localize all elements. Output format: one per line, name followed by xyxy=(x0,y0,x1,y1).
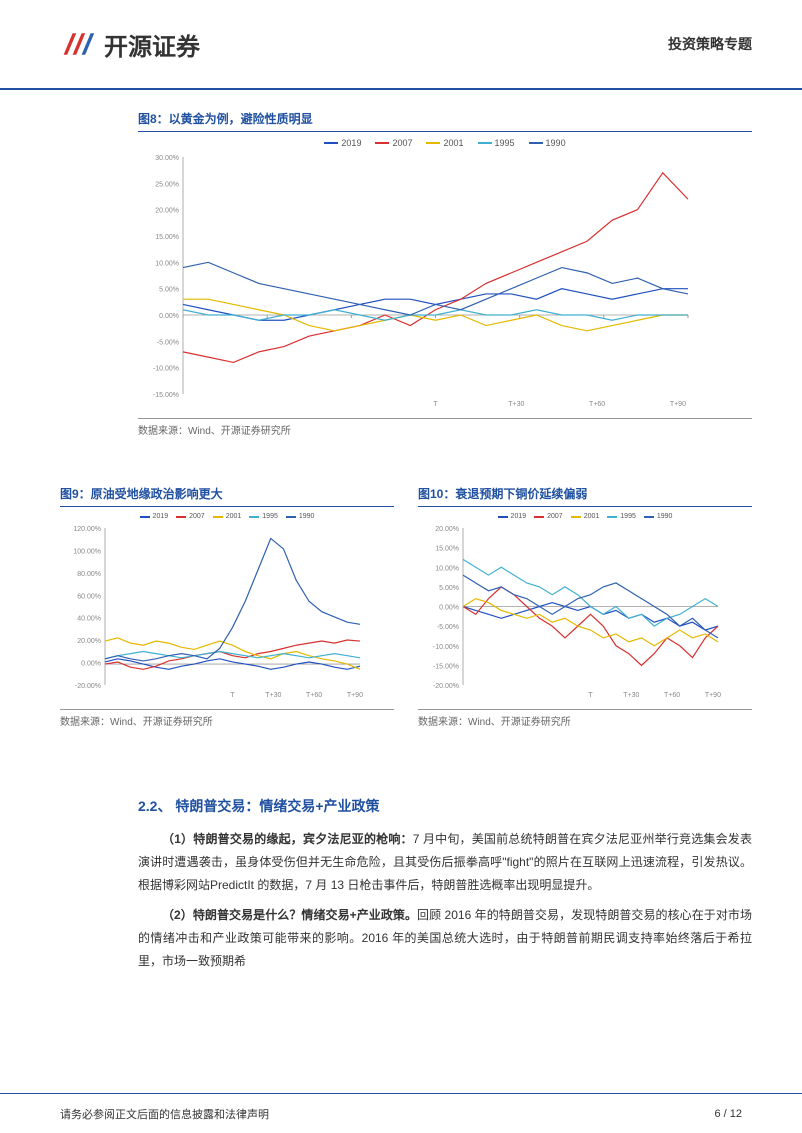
page-header: 开源证券 投资策略专题 xyxy=(0,0,802,90)
figure9-source: 数据来源：Wind、开源证券研究所 xyxy=(60,709,394,728)
figure10-legend: 2019 2007 2001 1995 1990 xyxy=(418,513,752,520)
figure9-chart: -20.00% 0.00% 20.00% 40.00% 60.00% 80.00% 100.… xyxy=(60,523,394,703)
svg-text:0.00%: 0.00% xyxy=(81,661,101,668)
legend-item: 1990 xyxy=(529,138,566,148)
legend-item: 2007 xyxy=(534,513,563,520)
legend-item: 2019 xyxy=(324,138,361,148)
figure9-title: 图9：原油受地缘政治影响更大 xyxy=(60,485,394,507)
figure10-source: 数据来源：Wind、开源证券研究所 xyxy=(418,709,752,728)
svg-text:15.00%: 15.00% xyxy=(435,546,459,553)
svg-text:T+60: T+60 xyxy=(664,692,680,699)
svg-text:T+90: T+90 xyxy=(670,401,686,408)
figure8-chart: -15.00% -10.00% -5.00% 0.00% 5.00% 10.00% 15.0… xyxy=(138,152,752,412)
body-paragraph: （2）特朗普交易是什么？情绪交易+产业政策。回顾 2016 年的特朗普交易，发现… xyxy=(138,904,752,972)
svg-text:25.00%: 25.00% xyxy=(155,181,179,188)
svg-text:20.00%: 20.00% xyxy=(155,208,179,215)
figure10-title: 图10：衰退预期下铜价延续偏弱 xyxy=(418,485,752,507)
svg-text:T+30: T+30 xyxy=(623,692,639,699)
svg-text:0.00%: 0.00% xyxy=(159,313,179,320)
company-logo: 开源证券 xyxy=(60,26,200,62)
svg-text:-15.00%: -15.00% xyxy=(433,663,459,670)
svg-text:10.00%: 10.00% xyxy=(435,565,459,572)
figure10-block: 图10：衰退预期下铜价延续偏弱 2019 2007 2001 1995 1990 -20… xyxy=(418,485,752,728)
footer-disclaimer: 请务必参阅正文后面的信息披露和法律声明 xyxy=(60,1106,269,1122)
svg-text:40.00%: 40.00% xyxy=(77,616,101,623)
svg-text:-15.00%: -15.00% xyxy=(153,392,179,399)
legend-item: 2007 xyxy=(176,513,205,520)
legend-item: 1990 xyxy=(644,513,673,520)
legend-item: 2001 xyxy=(571,513,600,520)
svg-text:T+90: T+90 xyxy=(705,692,721,699)
svg-text:T: T xyxy=(588,692,593,699)
legend-item: 1990 xyxy=(286,513,315,520)
figure9-legend: 2019 2007 2001 1995 1990 xyxy=(60,513,394,520)
svg-text:T+30: T+30 xyxy=(265,692,281,699)
svg-text:30.00%: 30.00% xyxy=(155,155,179,162)
legend-item: 2001 xyxy=(426,138,463,148)
page-number: 6 / 12 xyxy=(714,1108,742,1120)
paragraphs: （1）特朗普交易的缘起，宾夕法尼亚的枪响：7 月中旬，美国前总统特朗普在宾夕法尼… xyxy=(138,828,752,973)
svg-text:T+90: T+90 xyxy=(347,692,363,699)
figure9-block: 图9：原油受地缘政治影响更大 2019 2007 2001 1995 1990 -20.… xyxy=(60,485,394,728)
svg-text:-20.00%: -20.00% xyxy=(433,683,459,690)
svg-text:0.00%: 0.00% xyxy=(439,605,459,612)
figure10-chart: -20.00% -15.00% -10.00% -5.00% 0.00% 5.00% 10.… xyxy=(418,523,752,703)
svg-text:20.00%: 20.00% xyxy=(435,526,459,533)
svg-text:-20.00%: -20.00% xyxy=(75,683,101,690)
company-name: 开源证券 xyxy=(104,27,200,62)
svg-text:100.00%: 100.00% xyxy=(73,548,101,555)
legend-item: 1995 xyxy=(478,138,515,148)
doc-type: 投资策略专题 xyxy=(668,34,752,54)
page-footer: 请务必参阅正文后面的信息披露和法律声明 6 / 12 xyxy=(0,1093,802,1133)
svg-text:5.00%: 5.00% xyxy=(439,585,459,592)
svg-text:120.00%: 120.00% xyxy=(73,526,101,533)
svg-text:-5.00%: -5.00% xyxy=(437,624,459,631)
section-title: 2.2、 特朗普交易：情绪交易+产业政策 xyxy=(138,796,752,816)
text-content: 2.2、 特朗普交易：情绪交易+产业政策 （1）特朗普交易的缘起，宾夕法尼亚的枪… xyxy=(0,728,802,973)
body-paragraph: （1）特朗普交易的缘起，宾夕法尼亚的枪响：7 月中旬，美国前总统特朗普在宾夕法尼… xyxy=(138,828,752,896)
legend-item: 2019 xyxy=(140,513,169,520)
figure8-title: 图8：以黄金为例，避险性质明显 xyxy=(138,110,752,132)
svg-text:80.00%: 80.00% xyxy=(77,571,101,578)
main-content: 图8：以黄金为例，避险性质明显 2019 2007 2001 1995 1990 -15… xyxy=(0,90,802,437)
svg-text:T+60: T+60 xyxy=(589,401,605,408)
two-column-charts: 图9：原油受地缘政治影响更大 2019 2007 2001 1995 1990 -20.… xyxy=(0,437,802,728)
legend-item: 2007 xyxy=(375,138,412,148)
svg-text:20.00%: 20.00% xyxy=(77,638,101,645)
figure8-source: 数据来源：Wind、开源证券研究所 xyxy=(138,418,752,437)
legend-item: 2001 xyxy=(213,513,242,520)
svg-text:10.00%: 10.00% xyxy=(155,260,179,267)
svg-text:-5.00%: -5.00% xyxy=(157,339,179,346)
svg-text:-10.00%: -10.00% xyxy=(153,366,179,373)
legend-item: 1995 xyxy=(607,513,636,520)
svg-text:T: T xyxy=(433,401,438,408)
svg-text:5.00%: 5.00% xyxy=(159,287,179,294)
legend-item: 2019 xyxy=(498,513,527,520)
svg-text:T+60: T+60 xyxy=(306,692,322,699)
svg-text:60.00%: 60.00% xyxy=(77,593,101,600)
figure8-legend: 2019 2007 2001 1995 1990 xyxy=(138,138,752,148)
legend-item: 1995 xyxy=(249,513,278,520)
svg-text:T+30: T+30 xyxy=(508,401,524,408)
logo-icon xyxy=(60,26,96,62)
svg-text:15.00%: 15.00% xyxy=(155,234,179,241)
svg-text:-10.00%: -10.00% xyxy=(433,644,459,651)
svg-text:T: T xyxy=(230,692,235,699)
